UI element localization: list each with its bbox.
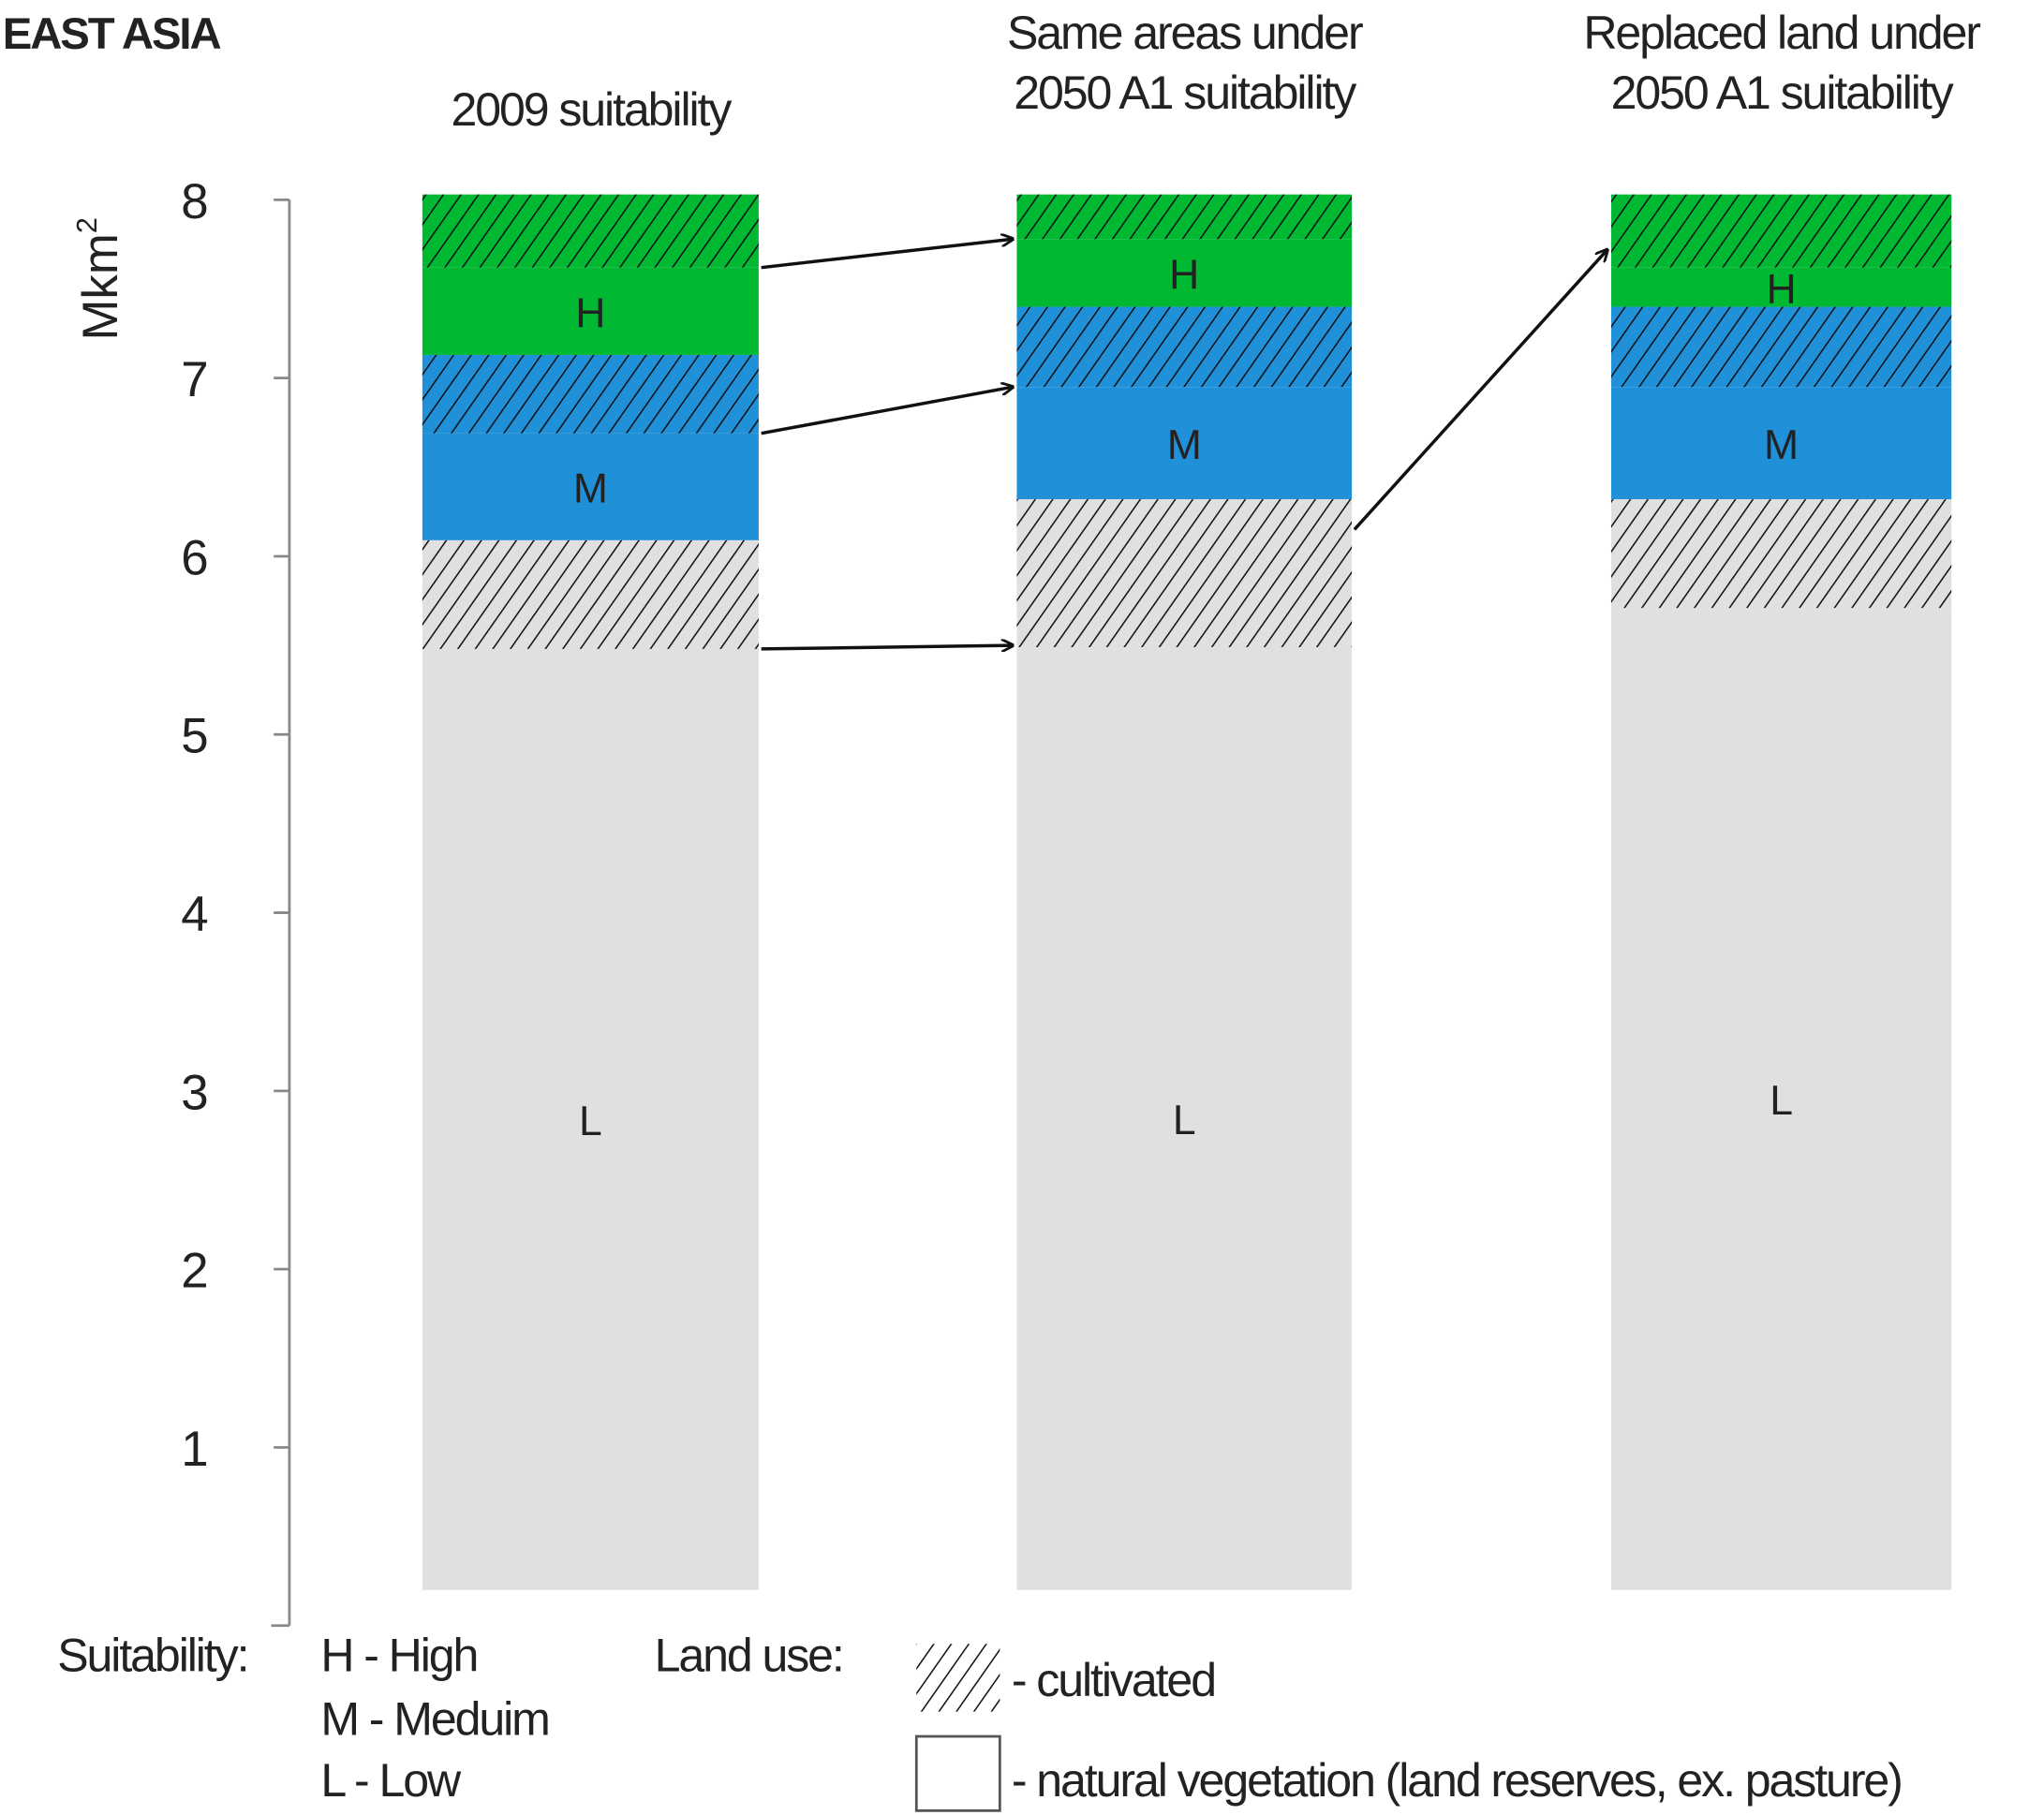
segment-label-M: M — [573, 465, 608, 511]
transition-arrow — [1353, 250, 1607, 531]
transition-arrow — [761, 239, 1014, 270]
segment-label-H: H — [1767, 266, 1797, 312]
legend-natural: - natural vegetation (land reserves, ex.… — [1012, 1754, 1902, 1807]
y-axis-label: Mkm2 — [71, 217, 128, 341]
cultivated-hatch — [1016, 194, 1353, 240]
legend-suitability-label: Suitability: — [57, 1629, 247, 1681]
bar-segment-L-natural — [1016, 647, 1353, 1590]
legend-cultivated-swatch — [916, 1644, 1000, 1712]
bar-title: 2050 A1 suitability — [1014, 66, 1356, 119]
segment-label-M: M — [1764, 422, 1799, 468]
y-tick-label: 6 — [181, 530, 208, 585]
legend-cultivated: - cultivated — [1012, 1654, 1215, 1706]
bar-segment-M-natural — [1016, 387, 1353, 500]
legend-low: L - Low — [320, 1754, 462, 1807]
y-tick-label: 1 — [181, 1422, 208, 1477]
bar-title: 2050 A1 suitability — [1611, 66, 1954, 119]
segment-label-H: H — [1169, 252, 1199, 298]
bar-segment-M-natural — [1610, 387, 1952, 500]
segment-label-H: H — [575, 290, 605, 336]
bar-2: L M H — [1016, 194, 1353, 1590]
bar-segment-H-natural — [1016, 239, 1353, 307]
y-axis-label-unit: Mkm — [73, 233, 128, 341]
legend: Suitability: H - High M - Meduim L - Low… — [57, 1629, 1903, 1812]
legend-medium: M - Meduim — [320, 1693, 548, 1746]
segment-label-L: L — [1770, 1078, 1793, 1124]
transition-arrow — [761, 645, 1014, 649]
bar-segment-L-natural — [1610, 608, 1952, 1590]
bar-title: Same areas under — [1007, 7, 1363, 59]
cultivated-hatch — [1610, 194, 1952, 268]
bar-title: Replaced land under — [1583, 7, 1980, 59]
y-tick-label: 3 — [181, 1065, 208, 1120]
cultivated-hatch — [422, 354, 759, 434]
legend-high: H - High — [320, 1629, 477, 1681]
segment-label-M: M — [1167, 422, 1202, 468]
cultivated-hatch — [1016, 306, 1353, 388]
cultivated-hatch — [1610, 499, 1952, 609]
y-tick-label: 7 — [181, 352, 208, 407]
bar-segment-M-natural — [422, 433, 759, 540]
cultivated-hatch — [422, 539, 759, 649]
bar-3: L M H — [1610, 194, 1952, 1590]
bar-1: L M H — [422, 194, 759, 1590]
bar-segment-H-natural — [422, 267, 759, 355]
y-tick-label: 5 — [181, 709, 208, 764]
bar-segment-L-natural — [422, 648, 759, 1590]
legend-natural-swatch — [914, 1734, 1001, 1812]
region-title: EAST ASIA — [3, 9, 221, 59]
bar-title: 2009 suitability — [451, 83, 732, 136]
segment-label-L: L — [579, 1099, 602, 1144]
cultivated-hatch — [422, 194, 759, 268]
y-axis-label-sup: 2 — [71, 217, 103, 233]
cultivated-hatch — [1610, 306, 1952, 388]
y-tick-label: 8 — [181, 174, 208, 229]
bar-segment-H-natural — [1610, 267, 1952, 307]
y-tick-label: 2 — [181, 1244, 208, 1299]
transition-arrow — [761, 387, 1014, 435]
legend-land-use-label: Land use: — [655, 1629, 843, 1681]
y-tick-label: 4 — [181, 887, 208, 942]
segment-label-L: L — [1173, 1098, 1196, 1144]
cultivated-hatch — [1016, 499, 1353, 648]
